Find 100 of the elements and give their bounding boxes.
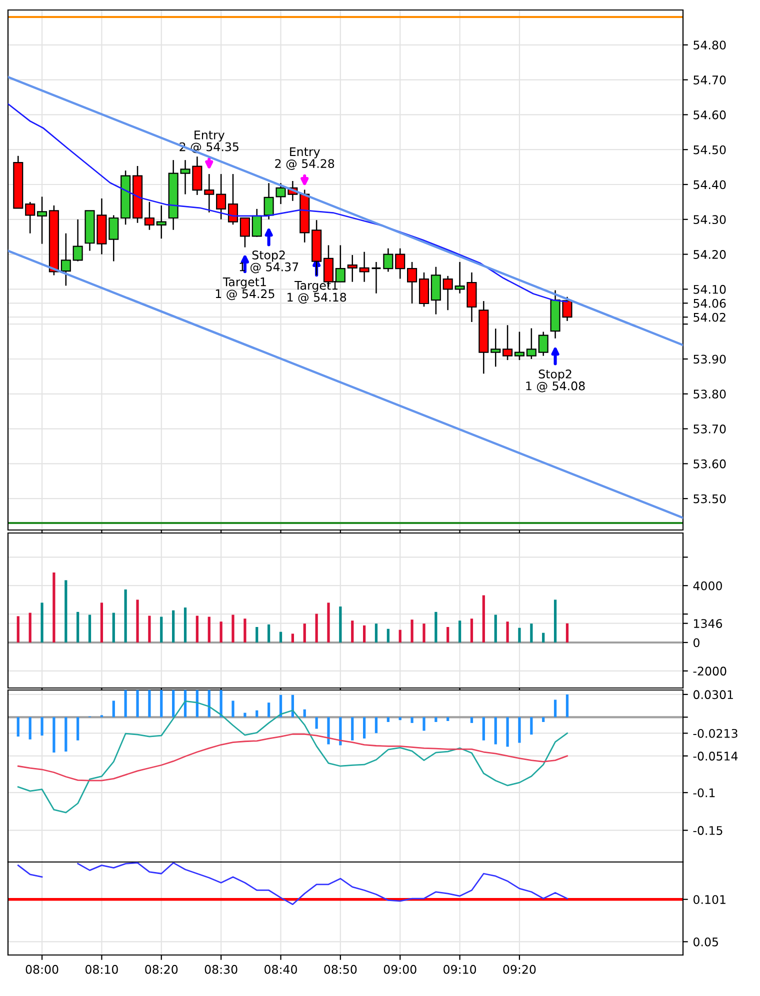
bar — [482, 717, 485, 740]
bar — [160, 690, 163, 718]
bar — [52, 717, 56, 753]
bar — [232, 700, 234, 718]
bar — [100, 602, 104, 642]
annotation: Target1 1 @ 54.25 — [216, 278, 274, 300]
candlestick — [252, 208, 262, 238]
bar — [196, 690, 198, 718]
bar — [554, 700, 557, 718]
bar — [160, 616, 163, 642]
bar — [184, 608, 187, 642]
y-tick-label: 53.60 — [694, 459, 726, 468]
bar — [136, 690, 139, 718]
bar — [458, 620, 462, 642]
x-tick-label: 08:20 — [145, 964, 178, 974]
candlestick — [490, 328, 501, 368]
candlestick — [240, 217, 250, 248]
candlestick — [204, 173, 214, 214]
y-tick-label: -0.0213 — [693, 728, 738, 738]
bar — [220, 622, 222, 642]
y-tick-label: 54.70 — [694, 76, 726, 84]
line-series — [17, 733, 568, 782]
candlestick — [60, 232, 71, 286]
bar — [542, 632, 545, 642]
bar — [244, 618, 246, 642]
candlestick — [395, 248, 406, 280]
bar — [398, 717, 402, 720]
bar — [422, 624, 426, 642]
bar — [52, 572, 56, 642]
y-tick-label: 54.50 — [694, 145, 726, 154]
candlestick — [144, 201, 154, 230]
candlestick — [526, 328, 536, 360]
bar — [303, 624, 306, 642]
candlestick — [359, 251, 370, 282]
bar — [244, 712, 246, 718]
x-tick-label: 08:00 — [26, 964, 58, 974]
bar — [494, 614, 497, 642]
bar — [303, 709, 306, 718]
candlestick — [383, 248, 394, 272]
bar — [339, 717, 342, 746]
bar — [398, 630, 402, 642]
bar — [256, 710, 258, 718]
bar — [386, 717, 390, 722]
bar — [446, 626, 450, 642]
bar — [76, 717, 80, 740]
bar — [494, 717, 497, 744]
bar — [339, 606, 342, 642]
y-tick-label: 1346 — [694, 619, 722, 628]
candlestick — [36, 196, 48, 244]
bar — [267, 624, 270, 642]
bar — [470, 717, 474, 723]
bar — [172, 610, 175, 642]
y-tick-label: 54.40 — [694, 180, 726, 190]
bar — [422, 717, 426, 731]
y-tick-label: 54.20 — [694, 250, 726, 259]
bar — [112, 612, 115, 642]
candlestick — [228, 173, 238, 226]
bar — [482, 595, 485, 642]
bar — [410, 620, 414, 642]
bar — [434, 612, 438, 642]
bar — [506, 622, 509, 642]
bar — [518, 628, 521, 642]
x-tick-label: 08:40 — [264, 964, 297, 974]
bar — [196, 616, 198, 642]
y-tick-label: -0.15 — [693, 826, 722, 835]
x-tick-label: 09:10 — [444, 964, 476, 974]
bar — [434, 717, 438, 722]
bar — [208, 616, 210, 642]
bar — [351, 620, 354, 642]
bar — [374, 624, 378, 642]
y-tick-label: 54.60 — [694, 110, 726, 120]
y-tick-label: 53.50 — [694, 494, 726, 504]
bar — [386, 628, 390, 642]
y-tick-label: 4000 — [693, 581, 722, 590]
line-series — [17, 700, 568, 814]
bar — [315, 614, 318, 642]
candlestick — [108, 214, 119, 262]
y-tick-label: 54.10 — [694, 284, 726, 294]
bar — [64, 580, 68, 642]
bar — [374, 717, 378, 734]
bar — [530, 717, 533, 735]
bar — [291, 634, 294, 642]
candlestick — [347, 254, 358, 282]
annotation: Entry 2 @ 54.28 — [275, 147, 334, 170]
bar — [542, 717, 545, 722]
bar — [88, 614, 92, 642]
bar — [28, 612, 32, 642]
y-tick-label: -0.0514 — [693, 752, 738, 761]
y-tick-label: 54.30 — [694, 215, 726, 224]
y-tick-label: 0.0301 — [694, 690, 733, 700]
bar — [232, 614, 234, 642]
y-tick-label: 54.06 — [694, 298, 726, 308]
y-tick-label: -2000 — [693, 666, 726, 676]
x-tick-label: 09:00 — [384, 964, 416, 974]
candlestick — [216, 173, 226, 220]
bar — [470, 618, 474, 642]
bar — [315, 717, 318, 729]
bar — [362, 625, 366, 642]
bar — [148, 690, 151, 718]
y-tick-label: 54.80 — [694, 40, 726, 50]
